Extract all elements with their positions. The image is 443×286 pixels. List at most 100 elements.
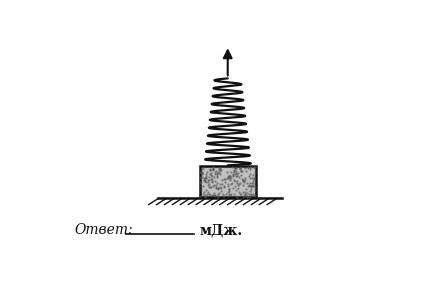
Point xyxy=(222,179,229,184)
Point xyxy=(230,173,237,177)
Point xyxy=(251,164,258,169)
Point xyxy=(225,192,232,197)
Point xyxy=(209,177,216,182)
Point xyxy=(225,175,233,180)
Point xyxy=(220,191,227,196)
Point xyxy=(224,176,231,180)
Point xyxy=(251,177,258,182)
Point xyxy=(237,192,245,197)
Point xyxy=(246,183,253,188)
Point xyxy=(198,170,206,175)
Point xyxy=(252,185,259,190)
Point xyxy=(220,177,227,182)
Point xyxy=(201,178,208,182)
Point xyxy=(203,194,210,199)
Point xyxy=(197,180,204,184)
Point xyxy=(247,194,254,199)
Point xyxy=(242,178,249,183)
Point xyxy=(226,177,233,182)
Point xyxy=(200,183,207,188)
Point xyxy=(230,168,237,172)
Point xyxy=(249,181,256,185)
Point xyxy=(232,166,239,170)
Point xyxy=(201,179,208,184)
Point xyxy=(196,193,203,198)
Point xyxy=(210,167,217,172)
Point xyxy=(240,192,247,197)
Point xyxy=(225,182,232,186)
Point xyxy=(197,181,204,185)
Point xyxy=(206,178,213,183)
Point xyxy=(210,167,217,172)
Point xyxy=(201,192,208,197)
Point xyxy=(210,167,217,172)
Point xyxy=(214,186,222,191)
Point xyxy=(233,194,241,199)
Point xyxy=(214,194,221,198)
Point xyxy=(233,172,240,176)
Point xyxy=(214,171,221,176)
Point xyxy=(217,168,224,172)
Point xyxy=(205,175,212,180)
Point xyxy=(206,192,214,197)
Point xyxy=(224,194,231,198)
Point xyxy=(242,186,249,191)
Point xyxy=(213,183,220,188)
Point xyxy=(219,194,226,199)
Point xyxy=(202,195,209,199)
Point xyxy=(245,184,252,188)
Point xyxy=(217,167,224,171)
Point xyxy=(205,182,212,186)
Point xyxy=(201,194,208,198)
Point xyxy=(241,165,249,170)
Point xyxy=(196,170,203,174)
Point xyxy=(197,176,204,181)
Point xyxy=(250,183,257,188)
Point xyxy=(229,181,236,186)
Text: Ответ:: Ответ: xyxy=(74,223,133,237)
Point xyxy=(198,166,205,171)
Point xyxy=(240,183,247,187)
Point xyxy=(225,186,232,191)
Point xyxy=(197,171,204,175)
Point xyxy=(214,192,221,197)
Point xyxy=(238,168,245,173)
Point xyxy=(237,180,244,185)
Point xyxy=(214,186,222,190)
Point xyxy=(247,167,254,172)
Point xyxy=(202,178,209,183)
Point xyxy=(207,170,214,175)
Point xyxy=(233,180,241,185)
Point xyxy=(236,190,243,194)
Point xyxy=(215,168,222,172)
Point xyxy=(205,190,212,194)
Point xyxy=(225,190,232,194)
Point xyxy=(216,166,223,170)
Point xyxy=(204,182,211,187)
Point xyxy=(233,173,241,178)
Point xyxy=(225,175,232,180)
Point xyxy=(206,167,214,172)
Point xyxy=(203,180,210,184)
Point xyxy=(237,165,244,170)
Point xyxy=(242,169,249,174)
Point xyxy=(230,168,237,173)
Point xyxy=(200,191,207,196)
Point xyxy=(213,186,220,190)
Point xyxy=(239,190,246,194)
Point xyxy=(215,170,222,174)
Point xyxy=(236,166,243,170)
Point xyxy=(202,187,210,192)
Point xyxy=(248,193,255,197)
Point xyxy=(233,179,241,184)
Point xyxy=(212,169,219,174)
Point xyxy=(237,167,244,172)
Point xyxy=(234,170,241,175)
Point xyxy=(211,192,218,197)
Point xyxy=(227,176,234,180)
Point xyxy=(201,176,208,180)
Point xyxy=(241,180,248,184)
Point xyxy=(214,175,221,179)
Point xyxy=(233,171,240,176)
Point xyxy=(230,185,237,190)
